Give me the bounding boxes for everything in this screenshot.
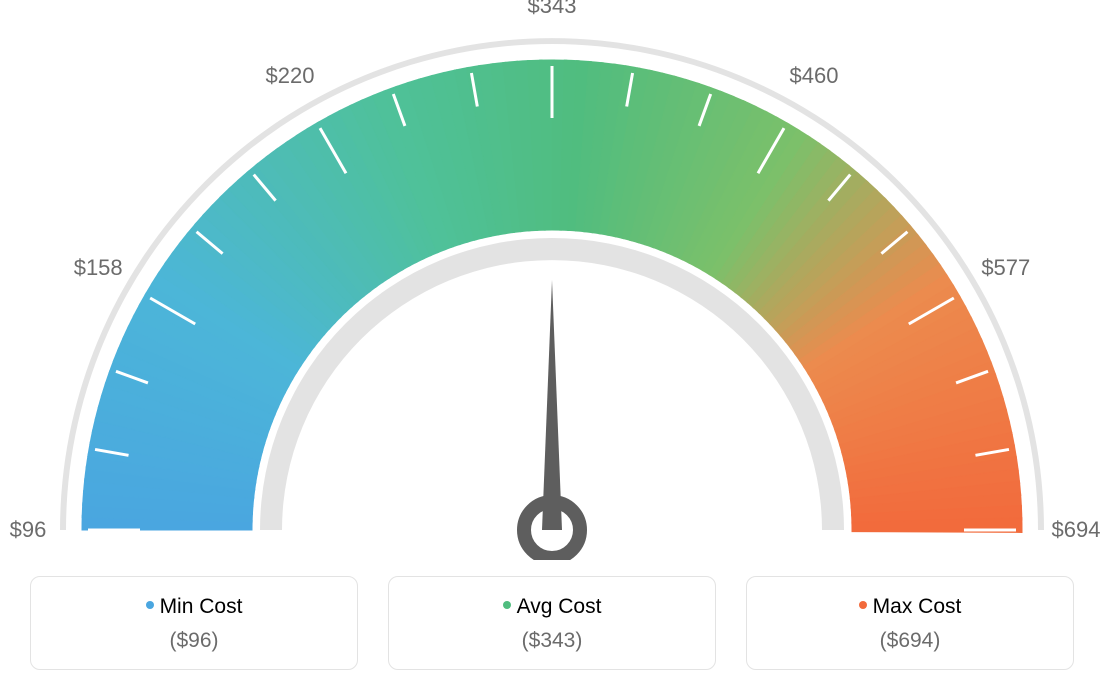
dot-icon	[146, 601, 154, 609]
legend-avg-label: Avg Cost	[517, 595, 602, 618]
legend-max-value: ($694)	[757, 629, 1063, 653]
gauge-tick-label: $460	[790, 63, 839, 89]
gauge-chart: $96 $158 $220 $343 $460 $577 $694	[0, 0, 1104, 560]
dot-icon	[859, 601, 867, 609]
gauge-tick-label: $220	[266, 63, 315, 89]
legend-max-label: Max Cost	[873, 595, 962, 618]
gauge-tick-label: $158	[74, 255, 123, 281]
legend-max-title: Max Cost	[757, 595, 1063, 619]
legend-card-max: Max Cost ($694)	[746, 576, 1074, 670]
gauge-tick-label: $694	[1052, 517, 1101, 543]
legend-card-avg: Avg Cost ($343)	[388, 576, 716, 670]
legend-avg-value: ($343)	[399, 629, 705, 653]
legend-min-title: Min Cost	[41, 595, 347, 619]
gauge-tick-label: $96	[10, 517, 47, 543]
legend-avg-title: Avg Cost	[399, 595, 705, 619]
gauge-svg	[0, 0, 1104, 560]
dot-icon	[503, 601, 511, 609]
gauge-tick-label: $577	[981, 255, 1030, 281]
legend-row: Min Cost ($96) Avg Cost ($343) Max Cost …	[0, 576, 1104, 670]
gauge-tick-label: $343	[528, 0, 577, 19]
legend-min-label: Min Cost	[160, 595, 243, 618]
legend-min-value: ($96)	[41, 629, 347, 653]
legend-card-min: Min Cost ($96)	[30, 576, 358, 670]
